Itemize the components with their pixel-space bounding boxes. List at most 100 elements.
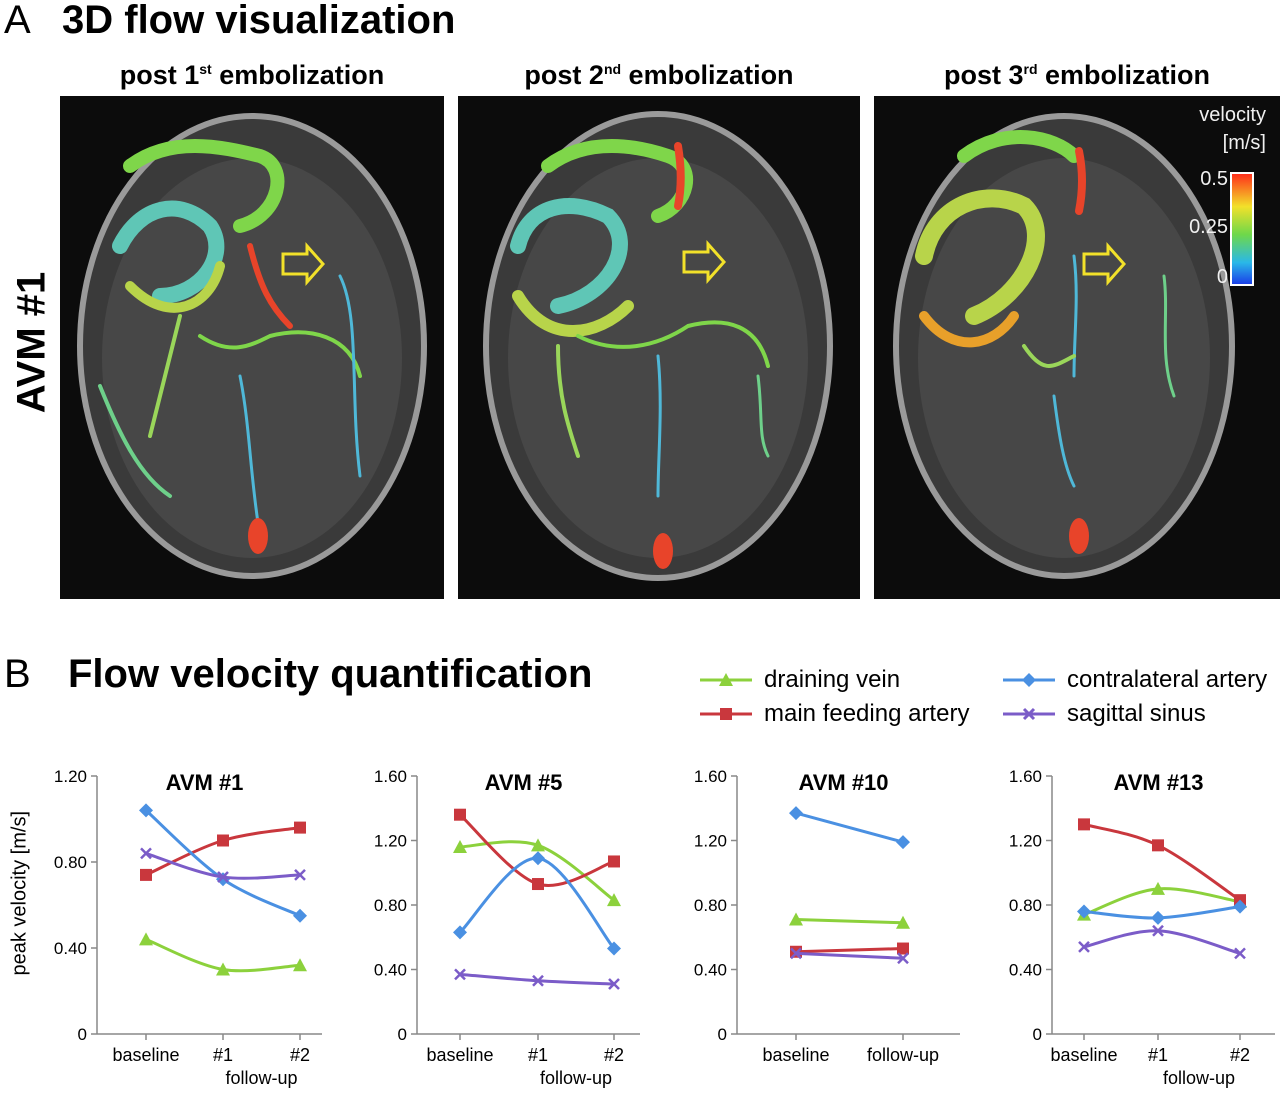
series-line xyxy=(795,947,904,954)
data-point xyxy=(790,947,802,960)
chart-title: AVM #1 xyxy=(166,770,244,795)
legend-label: contralateral artery xyxy=(1067,666,1268,693)
row-label: AVM #1 xyxy=(9,271,54,414)
y-tick-label: 0.40 xyxy=(54,939,87,958)
y-tick-label: 0.80 xyxy=(1009,896,1042,915)
data-point xyxy=(453,925,467,940)
data-point xyxy=(897,952,909,965)
x-axis-label: follow-up xyxy=(540,1068,612,1088)
chart-title: AVM #5 xyxy=(485,770,563,795)
x-tick-label: #1 xyxy=(528,1045,548,1065)
series-line xyxy=(795,951,904,960)
y-tick-label: 0.40 xyxy=(374,961,407,980)
data-point xyxy=(294,869,306,881)
data-point xyxy=(294,821,306,834)
data-point xyxy=(139,932,153,946)
data-point xyxy=(789,806,803,821)
data-point xyxy=(897,942,909,955)
y-tick-label: 0.80 xyxy=(374,896,407,915)
data-point xyxy=(1077,904,1091,919)
image-title-2: post 2nd embolization xyxy=(524,60,794,90)
data-point xyxy=(607,941,621,956)
x-tick-label: #2 xyxy=(604,1045,624,1065)
data-point xyxy=(1152,924,1164,937)
data-point xyxy=(1233,899,1247,914)
y-tick-label: 1.20 xyxy=(374,832,407,851)
x-tick-label: #1 xyxy=(213,1045,233,1065)
image-title-1: post 1st embolization xyxy=(119,60,385,90)
panel-a-title: 3D flow visualization xyxy=(62,0,456,42)
legend-sagittal-sinus: sagittal sinus xyxy=(1003,700,1206,728)
data-point xyxy=(1078,818,1090,831)
y-tick-label: 0.80 xyxy=(694,896,727,915)
y-tick-label: 0.40 xyxy=(1009,961,1042,980)
panel-b-letter: B xyxy=(4,652,31,696)
data-point xyxy=(454,968,466,981)
legend-label: sagittal sinus xyxy=(1067,700,1206,727)
panel-b-title: Flow velocity quantification xyxy=(68,652,593,696)
data-point xyxy=(1152,839,1164,852)
x-tick-label: baseline xyxy=(762,1045,829,1065)
flow-image-3 xyxy=(874,96,1280,599)
data-point xyxy=(608,978,620,990)
flow-image-2 xyxy=(458,96,860,599)
data-point xyxy=(217,871,229,883)
x-tick-label: #1 xyxy=(1148,1045,1168,1065)
data-point xyxy=(140,868,152,881)
y-tick-label: 0.40 xyxy=(694,961,727,980)
y-tick-label: 0 xyxy=(78,1025,87,1044)
legend-label: draining vein xyxy=(764,666,901,693)
flow-image-1 xyxy=(60,96,444,599)
x-axis-label: follow-up xyxy=(1163,1068,1235,1088)
legend-contralateral-artery: contralateral artery xyxy=(1003,666,1267,694)
colorbar-tick-mid: 0.25 xyxy=(1189,216,1228,238)
y-tick-label: 0 xyxy=(718,1025,727,1044)
y-tick-label: 1.60 xyxy=(1009,767,1042,786)
data-point xyxy=(608,855,620,868)
data-point xyxy=(217,834,229,847)
colorbar-tick-low: 0 xyxy=(1216,266,1228,288)
data-point xyxy=(1234,947,1246,960)
y-tick-label: 1.20 xyxy=(694,832,727,851)
image-title-3: post 3rd embolization xyxy=(943,60,1211,90)
data-point xyxy=(896,915,910,929)
data-point xyxy=(293,958,307,972)
data-point xyxy=(532,974,544,987)
data-point xyxy=(216,962,230,976)
chart-title: AVM #10 xyxy=(798,770,888,795)
data-point xyxy=(789,912,803,926)
legend-triangle-icon xyxy=(700,673,752,686)
x-axis-label: follow-up xyxy=(225,1068,297,1088)
y-tick-label: 0.80 xyxy=(54,853,87,872)
colorbar-tick-high: 0.5 xyxy=(1200,168,1228,190)
x-tick-label: baseline xyxy=(426,1045,493,1065)
data-point xyxy=(1151,910,1165,925)
legend-label: main feeding artery xyxy=(764,700,970,727)
y-tick-label: 1.20 xyxy=(54,767,87,786)
data-point xyxy=(454,808,466,821)
data-point xyxy=(896,835,910,850)
data-point xyxy=(1151,881,1165,895)
data-point xyxy=(607,893,621,907)
y-tick-label: 0 xyxy=(1033,1025,1042,1044)
legend-square-icon xyxy=(700,708,752,720)
data-point xyxy=(140,847,152,860)
legend-diamond-icon xyxy=(1003,673,1055,687)
colorbar-title-2: [m/s] xyxy=(1222,132,1266,154)
x-tick-label: #2 xyxy=(290,1045,310,1065)
chart-title: AVM #13 xyxy=(1113,770,1203,795)
data-point xyxy=(453,839,467,853)
data-point xyxy=(139,803,153,818)
y-tick-label: 0 xyxy=(398,1025,407,1044)
x-tick-label: #2 xyxy=(1230,1045,1250,1065)
legend-draining-vein: draining vein xyxy=(700,666,900,694)
legend-x-icon xyxy=(1003,707,1055,721)
panel-a-letter: A xyxy=(4,0,31,42)
y-tick-label: 1.60 xyxy=(374,767,407,786)
x-tick-label: follow-up xyxy=(867,1045,939,1065)
data-point xyxy=(532,878,544,891)
data-point xyxy=(1078,941,1090,953)
legend-main-feeding-artery: main feeding artery xyxy=(700,700,969,728)
series-line xyxy=(795,918,904,925)
